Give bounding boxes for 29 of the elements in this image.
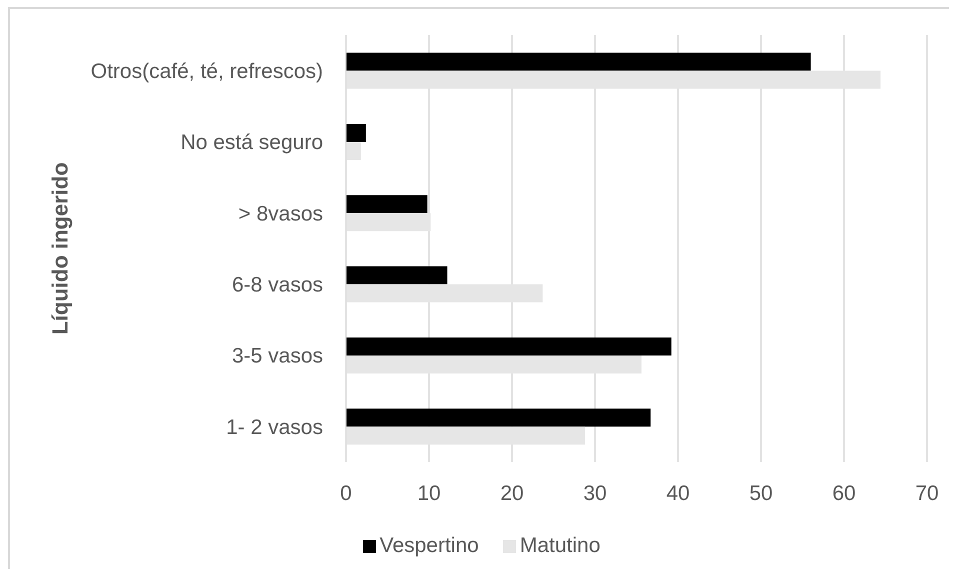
y-tick-label: 1- 2 vasos <box>226 416 323 439</box>
y-tick-label: 6-8 vasos <box>232 274 323 297</box>
bar <box>346 337 672 356</box>
bar <box>346 408 651 427</box>
x-tick-label: 70 <box>915 482 939 505</box>
x-tick-label: 30 <box>583 482 607 505</box>
legend-label: Matutino <box>520 534 600 557</box>
x-tick-label: 50 <box>749 482 773 505</box>
bar <box>346 52 811 71</box>
bar <box>346 70 881 89</box>
y-axis-title: Líquido ingerido <box>48 162 72 335</box>
legend-label: Vespertino <box>380 534 479 557</box>
x-tick-label: 60 <box>832 482 856 505</box>
bar <box>346 142 361 160</box>
bar <box>346 213 431 232</box>
y-tick-label: Otros(café, té, refrescos) <box>90 60 323 84</box>
bar <box>346 284 543 302</box>
y-tick-label: No está seguro <box>180 131 323 154</box>
bar <box>346 426 586 445</box>
x-tick-label: 20 <box>500 482 524 505</box>
bar <box>346 124 366 142</box>
y-tick-label: > 8vasos <box>238 202 323 226</box>
bar <box>346 195 428 214</box>
x-tick-label: 40 <box>666 482 690 505</box>
bar <box>346 355 642 374</box>
y-tick-label: 3-5 vasos <box>232 344 323 368</box>
x-tick-label: 10 <box>417 482 441 505</box>
x-tick-label: 0 <box>340 482 352 505</box>
bar <box>346 266 448 284</box>
